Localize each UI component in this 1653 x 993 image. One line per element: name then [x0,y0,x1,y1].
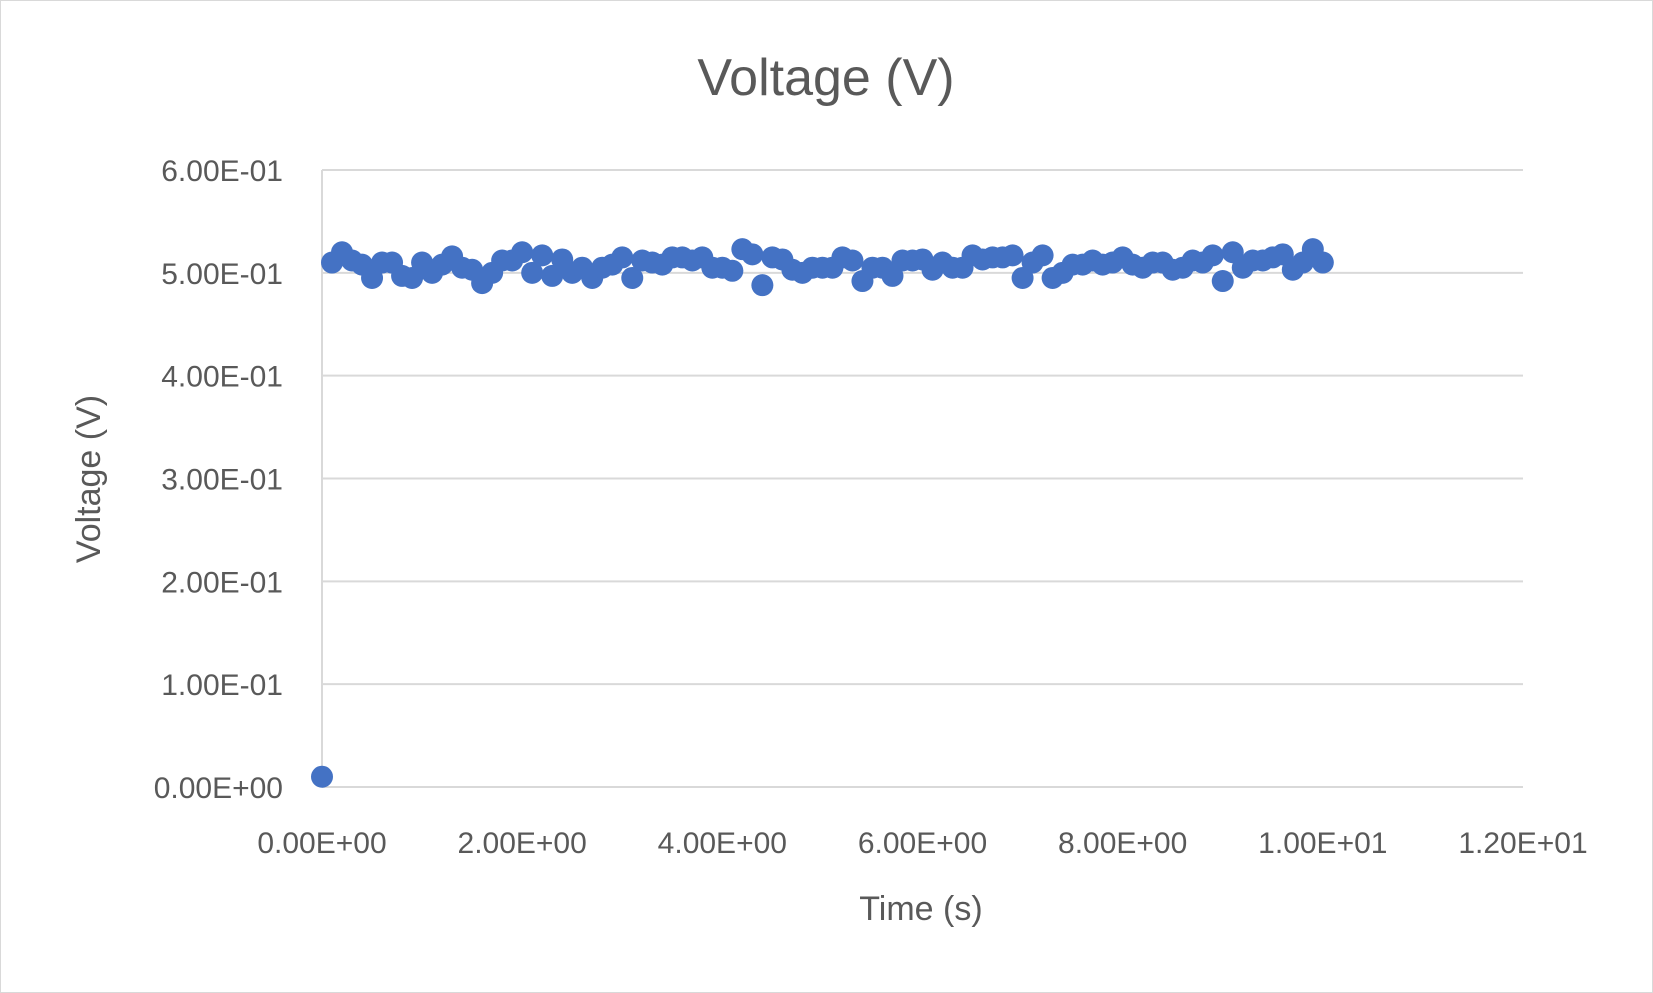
data-point [541,264,564,287]
x-tick-label: 2.00E+00 [458,827,587,860]
y-tick-label: 4.00E-01 [161,361,283,394]
data-point [621,266,644,289]
data-point [1201,244,1224,267]
x-axis-label: Time (s) [859,890,982,928]
data-point [751,274,774,297]
data-point [521,261,544,284]
y-tick-label: 5.00E-01 [161,258,283,291]
x-tick-label: 8.00E+00 [1058,827,1187,860]
data-point [311,765,333,788]
data-point [531,244,554,267]
gridlines [322,169,1523,686]
y-tick-label: 3.00E-01 [161,464,283,497]
data-point [1311,251,1334,274]
y-tick-label: 2.00E-01 [161,566,283,599]
data-point [741,243,764,266]
x-tick-label: 1.20E+01 [1458,827,1587,860]
y-tick-label: 1.00E-01 [161,669,283,702]
data-point [1031,244,1054,267]
chart-title: Voltage (V) [697,49,954,107]
y-tick-label: 0.00E+00 [154,772,283,805]
y-axis-ticks: 0.00E+00 1.00E-01 2.00E-01 3.00E-01 4.00E-01… [154,155,283,805]
x-tick-label: 1.00E+01 [1258,827,1387,860]
data-series [311,238,1334,788]
x-tick-label: 0.00E+00 [257,827,386,860]
data-point [511,241,534,264]
x-tick-label: 4.00E+00 [658,827,787,860]
data-point [841,249,864,272]
data-point [611,246,634,269]
x-axis-ticks: 0.00E+00 2.00E+00 4.00E+00 6.00E+00 8.00E+00… [257,827,1587,860]
data-point [1001,244,1024,267]
data-point [1211,270,1234,293]
data-point [721,259,744,282]
x-tick-label: 6.00E+00 [858,827,987,860]
y-axis-label: Voltage (V) [70,395,108,563]
y-tick-label: 6.00E-01 [161,155,283,188]
